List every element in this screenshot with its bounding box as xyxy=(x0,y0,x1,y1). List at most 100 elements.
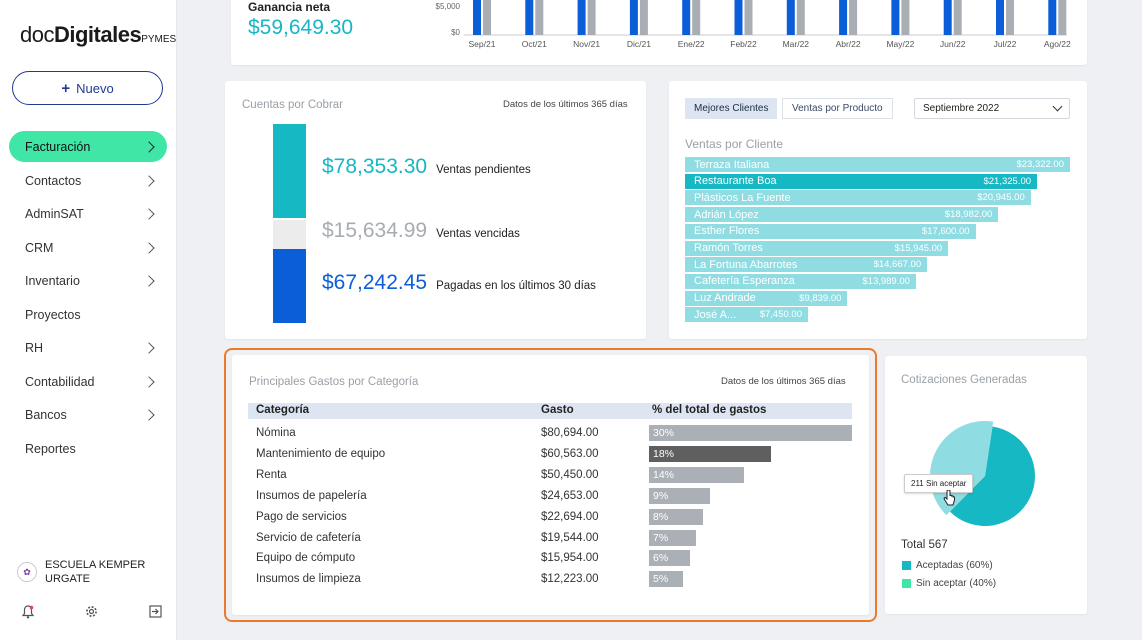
client-bar[interactable]: Terraza Italiana $23,322.00 xyxy=(685,157,1070,172)
sidebar-item-proyectos[interactable]: Proyectos xyxy=(9,298,167,332)
expense-bar[interactable] xyxy=(587,0,596,35)
period-select-value: Septiembre 2022 xyxy=(923,103,1000,114)
table-row[interactable]: Insumos de limpieza $12,223.00 5% xyxy=(248,570,852,591)
expense-category: Renta xyxy=(256,468,287,481)
client-value: $17,600.00 xyxy=(921,225,970,237)
sidebar-item-reportes[interactable]: Reportes xyxy=(9,432,167,466)
sidebar-item-rh[interactable]: RH xyxy=(9,332,167,366)
legend-swatch-pending xyxy=(902,579,911,588)
client-bar[interactable]: Restaurante Boa $21,325.00 xyxy=(685,173,1038,189)
sidebar-item-bancos[interactable]: Bancos xyxy=(9,399,167,433)
sidebar-item-inventario[interactable]: Inventario xyxy=(9,265,167,299)
bell-icon[interactable] xyxy=(22,605,34,619)
expense-category: Pago de servicios xyxy=(256,510,347,523)
client-bar[interactable]: Adrián López $18,982.00 xyxy=(685,207,999,223)
user-profile[interactable]: ✿ ESCUELA KEMPER URGATE xyxy=(17,558,155,586)
table-row[interactable]: Nómina $80,694.00 30% xyxy=(248,424,852,445)
expense-bar[interactable] xyxy=(483,0,491,35)
income-bar[interactable] xyxy=(891,0,900,35)
gear-icon[interactable] xyxy=(85,605,98,618)
month-tick-label: Feb/22 xyxy=(730,39,757,49)
expense-percent-bar: 18% xyxy=(649,445,771,462)
sidebar-item-adminsat[interactable]: AdminSAT xyxy=(9,198,167,232)
expense-bar[interactable] xyxy=(535,0,544,35)
expense-bar[interactable] xyxy=(1006,0,1014,35)
expense-bar[interactable] xyxy=(744,0,753,35)
net-profit-card: Ganancia neta $59,649.30 $5,000 $0 Sep/21 O… xyxy=(231,0,1087,65)
table-row[interactable]: Pago de servicios $22,694.00 8% xyxy=(248,508,852,529)
expenses-table-header: Categoría Gasto % del total de gastos xyxy=(248,403,852,419)
expense-bar[interactable] xyxy=(849,0,858,35)
chevron-right-icon xyxy=(143,175,155,187)
expense-amount: $80,694.00 xyxy=(541,427,599,439)
client-bar[interactable]: Plásticos La Fuente $20,945.00 xyxy=(685,190,1031,206)
pie-slice-accepted[interactable] xyxy=(949,426,1035,526)
income-bar[interactable] xyxy=(996,0,1004,35)
overdue-sales-bar[interactable] xyxy=(273,220,306,249)
month-tick-label: Jul/22 xyxy=(994,39,1017,49)
expense-category: Equipo de cómputo xyxy=(256,552,356,565)
expense-category: Mantenimiento de equipo xyxy=(256,447,386,460)
client-bar[interactable]: Luz Andrade $9,839.00 xyxy=(685,290,848,306)
paid-sales-bar[interactable] xyxy=(273,249,306,323)
user-name: ESCUELA KEMPER URGATE xyxy=(45,559,146,585)
y-tick-label: $5,000 xyxy=(436,2,461,11)
expense-percent: 14% xyxy=(653,468,675,481)
income-bar[interactable] xyxy=(629,0,638,35)
income-bar[interactable] xyxy=(786,0,795,35)
overdue-sales-amount: $15,634.99 xyxy=(322,219,428,242)
legend-swatch-accepted xyxy=(902,561,911,570)
income-bar[interactable] xyxy=(1048,0,1057,35)
expense-percent-bar: 7% xyxy=(649,529,697,546)
logout-icon[interactable] xyxy=(149,605,162,618)
quotes-card: Cotizaciones Generadas 211 Sin aceptar T… xyxy=(885,356,1087,614)
tab-best-clients[interactable]: Mejores Clientes xyxy=(685,98,778,119)
client-bar[interactable]: José A... $7,450.00 xyxy=(685,307,808,323)
expense-bar[interactable] xyxy=(796,0,805,35)
month-tick-label: May/22 xyxy=(886,39,914,49)
income-bar[interactable] xyxy=(473,0,481,35)
table-row[interactable]: Equipo de cómputo $15,954.00 6% xyxy=(248,549,852,570)
chevron-right-icon xyxy=(143,242,155,254)
income-bar[interactable] xyxy=(734,0,743,35)
sidebar-nav: Facturación Contactos AdminSAT CRM Inventari… xyxy=(9,131,167,466)
table-row[interactable]: Mantenimiento de equipo $60,563.00 18% xyxy=(248,445,852,466)
sidebar-item-label: CRM xyxy=(25,240,54,255)
expense-bar[interactable] xyxy=(1058,0,1067,35)
client-bar[interactable]: Ramón Torres $15,945.00 xyxy=(685,240,949,256)
expenses-note: Datos de los últimos 365 días xyxy=(721,376,846,387)
new-button[interactable]: + Nuevo xyxy=(12,71,163,105)
income-bar[interactable] xyxy=(943,0,952,35)
client-bar[interactable]: La Fortuna Abarrotes $14,667.00 xyxy=(685,257,928,273)
expenses-title: Principales Gastos por Categoría xyxy=(249,376,419,388)
expense-percent-bar: 9% xyxy=(649,487,710,504)
pending-sales-bar[interactable] xyxy=(273,124,306,218)
legend-label-accepted: Aceptadas (60%) xyxy=(916,560,993,571)
client-name: Plásticos La Fuente xyxy=(694,191,791,204)
client-bar[interactable]: Esther Flores $17,600.00 xyxy=(685,223,976,239)
expense-bar[interactable] xyxy=(639,0,648,35)
sidebar-item-contabilidad[interactable]: Contabilidad xyxy=(9,365,167,399)
sidebar-item-contactos[interactable]: Contactos xyxy=(9,164,167,198)
table-row[interactable]: Renta $50,450.00 14% xyxy=(248,466,852,487)
col-percent: % del total de gastos xyxy=(652,404,767,416)
expense-bar[interactable] xyxy=(901,0,910,35)
client-value: $7,450.00 xyxy=(759,309,802,321)
expense-bar[interactable] xyxy=(692,0,701,35)
brand-logo[interactable]: docDigitalesPYMES xyxy=(20,22,176,48)
tab-sales-by-product[interactable]: Ventas por Producto xyxy=(782,98,893,119)
income-bar[interactable] xyxy=(839,0,848,35)
table-row[interactable]: Servicio de cafetería $19,544.00 7% xyxy=(248,529,852,550)
table-row[interactable]: Insumos de papelería $24,653.00 9% xyxy=(248,487,852,508)
school-logo-icon: ✿ xyxy=(17,562,37,582)
income-bar[interactable] xyxy=(577,0,586,35)
client-bar[interactable]: Cafetería Esperanza $13,989.00 xyxy=(685,273,916,289)
sidebar-item-crm[interactable]: CRM xyxy=(9,231,167,265)
sidebar-item-facturacion[interactable]: Facturación xyxy=(9,131,167,162)
income-bar[interactable] xyxy=(682,0,691,35)
expense-percent: 5% xyxy=(653,573,669,586)
period-select[interactable]: Septiembre 2022 xyxy=(914,98,1070,119)
expense-bar[interactable] xyxy=(953,0,962,35)
income-bar[interactable] xyxy=(525,0,534,35)
expense-percent: 6% xyxy=(653,552,669,565)
